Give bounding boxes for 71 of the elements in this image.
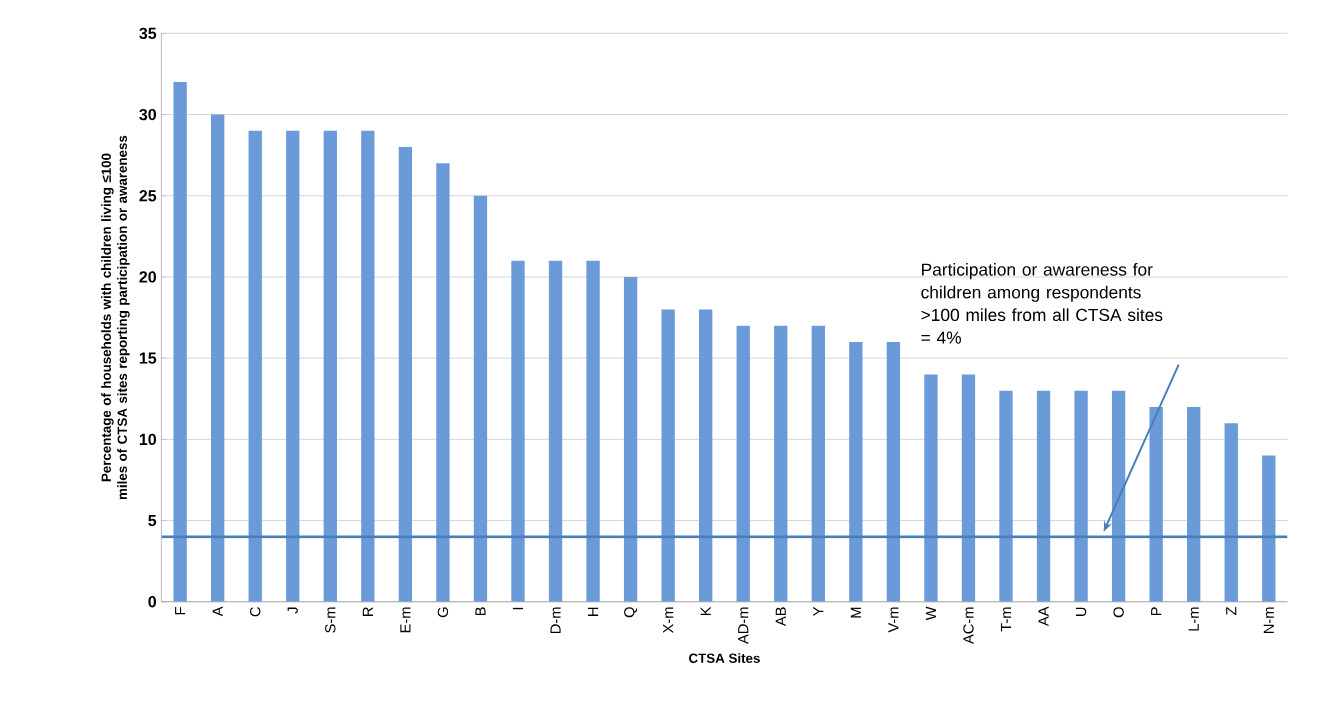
y-tick-label: 30 xyxy=(139,108,156,121)
x-tick-label: J xyxy=(287,607,298,614)
bar xyxy=(323,130,337,602)
bar xyxy=(211,114,225,602)
y-tick-label: 0 xyxy=(148,596,156,608)
x-tick-label: P xyxy=(1151,607,1162,615)
bar xyxy=(548,260,563,602)
x-tick-label: M xyxy=(850,607,861,618)
bar xyxy=(1187,406,1201,602)
x-tick-label: G xyxy=(437,607,449,618)
bar xyxy=(1111,390,1126,602)
x-tick-label: U xyxy=(1075,607,1087,616)
y-tick-label: 20 xyxy=(139,271,156,283)
x-tick-label: L-m xyxy=(1188,607,1199,631)
bar xyxy=(886,341,901,602)
x-tick-label: R xyxy=(362,607,373,616)
bar xyxy=(849,341,863,602)
bar xyxy=(1262,455,1276,602)
x-tick-label: X-m xyxy=(663,607,674,633)
bar xyxy=(811,325,825,602)
y-tick-label: 10 xyxy=(139,433,156,445)
bar xyxy=(924,374,938,602)
x-tick-label: C xyxy=(250,606,261,617)
bar xyxy=(961,374,976,602)
x-tick-label: A xyxy=(212,606,223,617)
x-tick-label: N-m xyxy=(1263,607,1274,633)
bar xyxy=(1036,390,1051,602)
x-tick-label: D-m xyxy=(550,607,561,633)
bar xyxy=(436,163,450,602)
bar xyxy=(623,276,638,602)
x-tick-label: Y xyxy=(813,606,824,616)
bar xyxy=(586,260,600,602)
y-tick-label: 35 xyxy=(139,27,157,39)
bar xyxy=(473,195,488,602)
bar xyxy=(999,390,1013,602)
x-tick-label: AD-m xyxy=(738,607,749,644)
bar xyxy=(1224,423,1238,602)
x-tick-label: AB xyxy=(775,607,786,626)
x-tick-label: V-m xyxy=(888,607,899,633)
bar xyxy=(286,130,300,602)
x-tick-label: Z xyxy=(1226,606,1237,615)
x-tick-label: H xyxy=(588,607,599,616)
bar xyxy=(511,260,525,602)
bar xyxy=(661,309,675,602)
bar xyxy=(736,325,750,602)
x-tick-label: AC-m xyxy=(963,607,974,644)
x-tick-label: T-m xyxy=(1000,607,1012,632)
x-tick-label: Q xyxy=(624,607,638,618)
y-tick-label: 5 xyxy=(148,514,157,527)
x-tick-label: B xyxy=(475,607,486,615)
x-tick-label: S-m xyxy=(325,607,336,633)
x-tick-label: O xyxy=(1113,607,1124,618)
x-tick-label: W xyxy=(925,606,936,621)
bar xyxy=(361,130,375,602)
x-tick-label: K xyxy=(700,606,711,615)
x-tick-label: I xyxy=(512,607,524,610)
bar xyxy=(248,130,262,602)
y-axis-title: Percentage of households with children living ≤100 miles of CTSA sites reporting participation or awareness xyxy=(101,135,130,499)
bar xyxy=(173,81,187,602)
x-tick-label: F xyxy=(175,606,186,615)
y-tick-label: 25 xyxy=(139,190,157,202)
annotation: Participation or awareness for children among respondents >100 miles from all CTSA sites = 4% xyxy=(921,262,1163,344)
x-tick-label: AA xyxy=(1038,606,1049,626)
bar xyxy=(774,325,788,602)
x-tick-label: E-m xyxy=(400,607,411,633)
bar xyxy=(1149,406,1163,602)
bar xyxy=(398,146,413,602)
bar xyxy=(699,309,713,602)
bar xyxy=(1074,390,1088,602)
y-tick-label: 15 xyxy=(139,352,157,364)
x-axis-title: CTSA Sites xyxy=(689,653,760,663)
